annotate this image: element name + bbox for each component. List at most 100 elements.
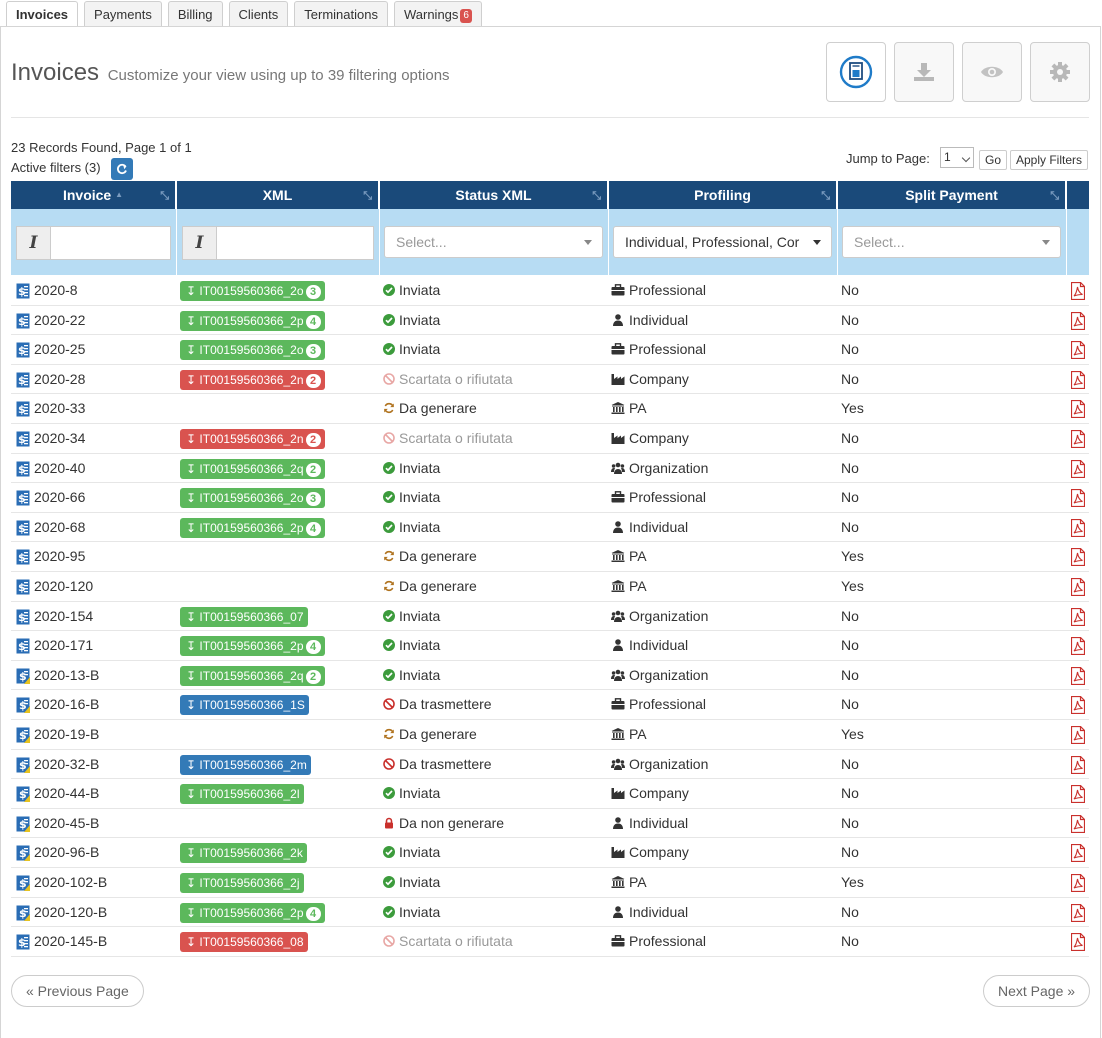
xml-download-button[interactable]: ↧ IT00159560366_1S (180, 695, 309, 716)
table-row[interactable]: $2020-16-B ↧ IT00159560366_1S Da trasmette… (11, 690, 1089, 720)
invoice-number[interactable]: 2020-32-B (34, 755, 100, 772)
invoice-number[interactable]: 2020-154 (34, 607, 94, 624)
pdf-icon[interactable] (1071, 430, 1085, 448)
invoice-number[interactable]: 2020-120-B (34, 903, 108, 920)
xml-download-button[interactable]: ↧ IT00159560366_2p 4 (180, 310, 325, 331)
table-row[interactable]: $2020-68 ↧ IT00159560366_2p 4 Inviata Indivi… (11, 513, 1089, 543)
pdf-icon[interactable] (1071, 282, 1085, 300)
pdf-icon[interactable] (1071, 814, 1085, 833)
table-row[interactable]: $2020-120 Da generare PA Yes (11, 572, 1089, 602)
xml-download-button[interactable]: ↧ IT00159560366_2m (180, 754, 311, 775)
table-row[interactable]: $2020-28 ↧ IT00159560366_2n 2 Scartata o ri… (11, 365, 1089, 395)
pdf-icon[interactable] (1071, 844, 1085, 863)
tab-terminations[interactable]: Terminations (294, 1, 388, 27)
next-page-button[interactable]: Next Page » (983, 975, 1091, 1007)
xml-download-button[interactable]: ↧ IT00159560366_2p 4 (180, 517, 325, 538)
previous-page-button[interactable]: « Previous Page (11, 975, 144, 1007)
pdf-icon[interactable] (1071, 755, 1085, 774)
table-row[interactable]: $2020-145-B ↧ IT00159560366_08 Scartata o … (11, 927, 1089, 957)
invoice-number[interactable]: 2020-40 (34, 459, 86, 476)
preview-button[interactable] (962, 42, 1022, 102)
table-row[interactable]: $2020-33 Da generare PA Yes (11, 394, 1089, 424)
apply-filters-button[interactable]: Apply Filters (1010, 150, 1089, 170)
pdf-icon[interactable] (1071, 696, 1085, 715)
table-row[interactable]: $2020-19-B Da generare PA Yes (11, 720, 1089, 750)
invoice-number[interactable]: 2020-16-B (34, 696, 100, 713)
reset-filters-button[interactable] (111, 158, 133, 180)
invoice-number[interactable]: 2020-8 (34, 282, 78, 298)
table-row[interactable]: $2020-25 ↧ IT00159560366_2o 3 Inviata Profes… (11, 335, 1089, 365)
split-payment-filter-select[interactable]: Select... (842, 226, 1061, 258)
invoice-number[interactable]: 2020-13-B (34, 666, 100, 683)
xml-download-button[interactable]: ↧ IT00159560366_2k (180, 843, 307, 864)
table-row[interactable]: $2020-171 ↧ IT00159560366_2p 4 Inviata Indiv… (11, 631, 1089, 661)
table-row[interactable]: $2020-66 ↧ IT00159560366_2o 3 Inviata Profes… (11, 483, 1089, 513)
jump-to-page-select[interactable]: 1 (940, 147, 974, 168)
pdf-icon[interactable] (1071, 578, 1085, 596)
table-row[interactable]: $2020-8 ↧ IT00159560366_2o 3 Inviata Profess… (11, 276, 1089, 306)
new-invoice-button[interactable] (826, 42, 886, 102)
column-header-status[interactable]: Status XML ⤡ (380, 181, 607, 209)
xml-download-button[interactable]: ↧ IT00159560366_2l (180, 784, 304, 805)
invoice-filter-input[interactable]: I (16, 226, 171, 260)
settings-button[interactable] (1030, 42, 1090, 102)
tab-payments[interactable]: Payments (84, 1, 162, 27)
invoice-number[interactable]: 2020-95 (34, 548, 86, 565)
pdf-icon[interactable] (1071, 459, 1085, 478)
xml-download-button[interactable]: ↧ IT00159560366_2q 2 (180, 458, 325, 479)
table-row[interactable]: $2020-44-B ↧ IT00159560366_2l Inviata Compa… (11, 779, 1089, 809)
invoice-number[interactable]: 2020-22 (34, 311, 86, 328)
table-row[interactable]: $2020-32-B ↧ IT00159560366_2m Da trasmette… (11, 750, 1089, 780)
pdf-icon[interactable] (1071, 607, 1085, 626)
invoice-number[interactable]: 2020-171 (34, 637, 94, 654)
download-button[interactable] (894, 42, 954, 102)
resize-icon[interactable]: ⤡ (821, 190, 830, 202)
xml-download-button[interactable]: ↧ IT00159560366_2n 2 (180, 369, 325, 390)
table-row[interactable]: $2020-45-B Da non generare Individual No (11, 809, 1089, 839)
invoice-number[interactable]: 2020-145-B (34, 933, 108, 950)
table-row[interactable]: $2020-40 ↧ IT00159560366_2q 2 Inviata Organi… (11, 454, 1089, 484)
invoice-number[interactable]: 2020-96-B (34, 844, 100, 861)
invoice-number[interactable]: 2020-120 (34, 578, 94, 594)
invoice-number[interactable]: 2020-33 (34, 400, 86, 417)
xml-download-button[interactable]: ↧ IT00159560366_2q 2 (180, 665, 325, 686)
xml-download-button[interactable]: ↧ IT00159560366_2o 3 (180, 281, 325, 301)
pdf-icon[interactable] (1071, 933, 1085, 952)
tab-clients[interactable]: Clients (228, 1, 289, 27)
xml-download-button[interactable]: ↧ IT00159560366_2n 2 (180, 429, 325, 449)
pdf-icon[interactable] (1071, 637, 1085, 656)
xml-download-button[interactable]: ↧ IT00159560366_2o 3 (180, 340, 325, 361)
profiling-filter-select[interactable]: Individual, Professional, Cor (613, 226, 832, 258)
tab-warnings[interactable]: Warnings 6 (393, 1, 482, 27)
pdf-icon[interactable] (1071, 370, 1085, 389)
table-row[interactable]: $2020-102-B ↧ IT00159560366_2j Inviata PA Ye… (11, 868, 1089, 898)
pdf-icon[interactable] (1071, 903, 1085, 922)
pdf-icon[interactable] (1071, 311, 1085, 330)
pdf-icon[interactable] (1071, 548, 1085, 567)
table-row[interactable]: $2020-13-B ↧ IT00159560366_2q 2 Inviata Orga… (11, 661, 1089, 691)
pdf-icon[interactable] (1071, 400, 1085, 419)
column-header-xml[interactable]: XML ⤡ (177, 181, 378, 209)
table-row[interactable]: $2020-95 Da generare PA Yes (11, 542, 1089, 572)
invoice-number[interactable]: 2020-45-B (34, 814, 100, 831)
pdf-icon[interactable] (1071, 666, 1085, 685)
go-button[interactable]: Go (979, 150, 1008, 170)
xml-download-button[interactable]: ↧ IT00159560366_2p 4 (180, 636, 325, 657)
column-header-profiling[interactable]: Profiling ⤡ (609, 181, 836, 209)
resize-icon[interactable]: ⤡ (363, 190, 372, 202)
invoice-number[interactable]: 2020-34 (34, 430, 86, 446)
invoice-number[interactable]: 2020-66 (34, 489, 86, 506)
table-row[interactable]: $2020-96-B ↧ IT00159560366_2k Inviata Compa… (11, 838, 1089, 868)
resize-icon[interactable]: ⤡ (592, 190, 601, 202)
tab-invoices[interactable]: Invoices (6, 1, 79, 27)
table-row[interactable]: $2020-120-B ↧ IT00159560366_2p 4 Inviata Ind… (11, 898, 1089, 928)
table-row[interactable]: $2020-34 ↧ IT00159560366_2n 2 Scartata o ri… (11, 424, 1089, 454)
invoice-number[interactable]: 2020-44-B (34, 785, 100, 802)
invoice-number[interactable]: 2020-25 (34, 341, 86, 358)
table-row[interactable]: $2020-22 ↧ IT00159560366_2p 4 Inviata Indivi… (11, 306, 1089, 336)
invoice-number[interactable]: 2020-28 (34, 370, 86, 387)
xml-download-button[interactable]: ↧ IT00159560366_2p 4 (180, 902, 325, 923)
xml-download-button[interactable]: ↧ IT00159560366_08 (180, 932, 308, 953)
pdf-icon[interactable] (1071, 489, 1085, 508)
xml-download-button[interactable]: ↧ IT00159560366_07 (180, 606, 308, 627)
